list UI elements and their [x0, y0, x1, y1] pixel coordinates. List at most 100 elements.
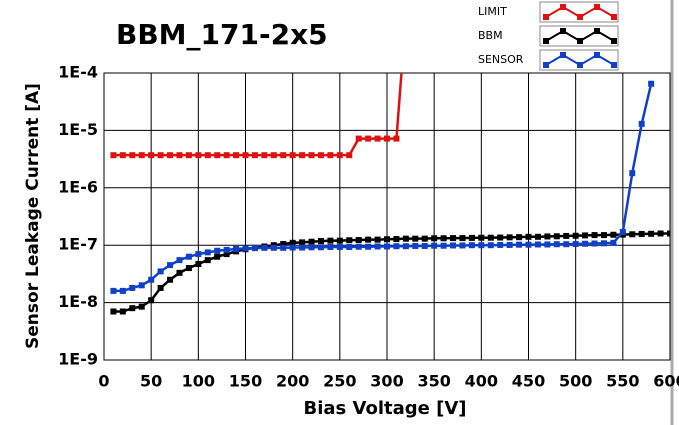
data-point	[280, 240, 287, 247]
data-point	[167, 262, 174, 269]
data-point	[299, 239, 306, 246]
data-point	[270, 244, 277, 251]
data-point	[327, 152, 334, 159]
data-point	[157, 152, 164, 159]
legend: LIMIT BBM SENSOR	[478, 1, 619, 71]
data-point	[204, 249, 211, 256]
data-point	[572, 240, 579, 247]
data-point	[450, 235, 457, 242]
data-point	[185, 265, 192, 272]
data-point	[534, 241, 541, 248]
data-point	[195, 251, 202, 258]
data-point	[431, 242, 438, 249]
data-point	[610, 239, 617, 246]
data-point	[195, 261, 202, 268]
legend-marker	[543, 62, 549, 68]
data-point	[638, 230, 645, 237]
legend-marker	[560, 28, 566, 34]
y-axis-label: Sensor Leakage Current [A]	[23, 83, 43, 349]
data-point	[355, 135, 362, 142]
data-point	[648, 80, 655, 87]
x-tick-label: 300	[370, 372, 403, 391]
legend-label: SENSOR	[478, 53, 524, 66]
data-point	[374, 236, 381, 243]
legend-marker	[543, 38, 549, 44]
legend-label: LIMIT	[478, 5, 507, 18]
data-point	[346, 237, 353, 244]
x-tick-label: 100	[182, 372, 215, 391]
data-point	[506, 234, 513, 241]
legend-marker	[577, 14, 583, 20]
data-point	[355, 243, 362, 250]
data-point	[365, 243, 372, 250]
data-point	[497, 241, 504, 248]
x-tick-label: 350	[417, 372, 450, 391]
data-point	[487, 234, 494, 241]
data-point	[138, 152, 145, 159]
data-point	[412, 242, 419, 249]
data-point	[393, 135, 400, 142]
data-point	[280, 152, 287, 159]
data-point	[591, 240, 598, 247]
data-point	[365, 236, 372, 243]
data-point	[553, 241, 560, 248]
data-point	[374, 243, 381, 250]
data-point	[563, 232, 570, 239]
y-tick-label: 1E-8	[58, 292, 98, 311]
data-point	[308, 244, 315, 251]
data-point	[176, 152, 183, 159]
x-tick-label: 450	[512, 372, 545, 391]
y-tick-label: 1E-9	[58, 350, 98, 369]
data-point	[582, 232, 589, 239]
series-group	[110, 13, 670, 315]
data-point	[148, 297, 155, 304]
data-point	[403, 13, 409, 19]
data-point	[317, 152, 324, 159]
data-point	[629, 231, 636, 238]
data-point	[233, 152, 240, 159]
data-point	[110, 152, 117, 159]
legend-marker	[611, 14, 617, 20]
data-point	[619, 228, 626, 235]
legend-marker	[543, 14, 549, 20]
data-point	[336, 152, 343, 159]
data-point	[440, 235, 447, 242]
data-point	[336, 237, 343, 244]
y-tick-label: 1E-6	[58, 177, 98, 196]
data-point	[317, 238, 324, 245]
data-point	[421, 235, 428, 242]
data-point	[289, 244, 296, 251]
data-point	[308, 152, 315, 159]
data-point	[346, 244, 353, 251]
data-point	[223, 251, 230, 258]
data-point	[487, 242, 494, 249]
data-point	[544, 233, 551, 240]
data-point	[214, 247, 221, 254]
data-point	[393, 236, 400, 243]
data-point	[582, 240, 589, 247]
x-tick-label: 0	[98, 372, 109, 391]
data-point	[242, 152, 249, 159]
data-point	[242, 245, 249, 252]
data-point	[110, 308, 117, 315]
y-tick-label: 1E-4	[58, 63, 98, 82]
data-point	[412, 235, 419, 242]
data-point	[167, 152, 174, 159]
data-point	[393, 243, 400, 250]
legend-marker	[560, 4, 566, 10]
data-point	[563, 241, 570, 248]
data-point	[431, 235, 438, 242]
data-point	[525, 241, 532, 248]
data-point	[346, 152, 353, 159]
data-point	[629, 170, 636, 177]
data-point	[185, 152, 192, 159]
data-point	[138, 303, 145, 310]
data-point	[223, 246, 230, 253]
data-point	[204, 257, 211, 264]
data-point	[657, 230, 664, 237]
data-point	[544, 241, 551, 248]
data-point	[355, 237, 362, 244]
data-point	[223, 152, 230, 159]
data-point	[384, 236, 390, 243]
